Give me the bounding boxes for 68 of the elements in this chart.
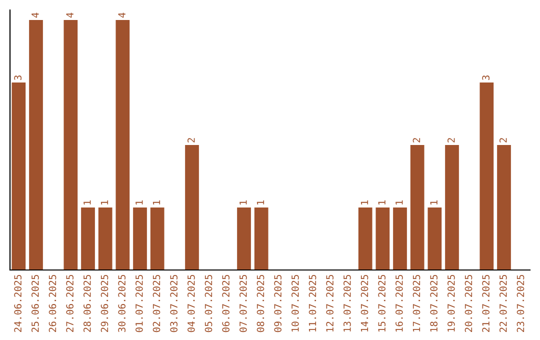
data-label: 1 <box>100 200 108 204</box>
x-tick-label: 18.07.2025 <box>430 274 438 332</box>
bar <box>428 208 442 270</box>
x-tick-label: 26.06.2025 <box>48 274 56 332</box>
x-tick-label: 12.07.2025 <box>326 274 334 332</box>
bar <box>393 208 407 270</box>
bar <box>133 208 147 270</box>
bar <box>185 145 199 270</box>
bar <box>410 145 424 270</box>
x-tick-label: 11.07.2025 <box>308 274 316 332</box>
bar <box>64 20 78 270</box>
bar <box>445 145 459 270</box>
x-tick-label: 04.07.2025 <box>187 274 195 332</box>
x-tick-label: 29.06.2025 <box>100 274 108 332</box>
data-label: 4 <box>66 12 74 18</box>
data-label: 1 <box>360 200 368 204</box>
x-tick-label: 05.07.2025 <box>204 274 212 332</box>
data-label: 1 <box>430 200 438 204</box>
x-tick-label: 02.07.2025 <box>152 274 160 332</box>
x-tick-label: 14.07.2025 <box>360 274 368 332</box>
data-label: 1 <box>378 200 386 204</box>
bar <box>116 20 130 270</box>
data-label: 1 <box>136 200 143 204</box>
x-tick-label: 16.07.2025 <box>395 274 403 332</box>
x-tick-label: 07.07.2025 <box>239 274 247 332</box>
bar <box>497 145 511 270</box>
bar <box>150 208 164 270</box>
bar <box>237 208 251 270</box>
data-label: 2 <box>412 138 420 142</box>
data-label: 3 <box>482 76 490 80</box>
x-tick-label: 03.07.2025 <box>170 274 178 332</box>
data-label: 4 <box>32 12 39 18</box>
data-label: 2 <box>499 138 507 142</box>
bar <box>480 82 494 270</box>
x-tick-label: 15.07.2025 <box>378 274 386 332</box>
bar <box>358 208 372 270</box>
bar <box>254 208 268 270</box>
x-tick-label: 21.07.2025 <box>482 274 490 332</box>
data-label: 1 <box>256 200 264 204</box>
data-label: 1 <box>396 200 403 204</box>
x-tick-label: 10.07.2025 <box>291 274 299 332</box>
bar <box>29 20 43 270</box>
x-tick-label: 01.07.2025 <box>135 274 143 332</box>
x-tick-label: 20.07.2025 <box>464 274 472 332</box>
x-tick-label: 13.07.2025 <box>343 274 351 332</box>
x-tick-label: 25.06.2025 <box>31 274 39 332</box>
x-tick-label: 22.07.2025 <box>499 274 507 332</box>
data-label: 1 <box>84 200 91 204</box>
x-tick-label: 28.06.2025 <box>83 274 91 332</box>
bar <box>12 82 26 270</box>
bar <box>98 208 112 270</box>
x-tick-label: 09.07.2025 <box>274 274 282 332</box>
data-label: 2 <box>447 138 455 142</box>
x-tick-label: 23.07.2025 <box>516 274 524 332</box>
x-tick-label: 17.07.2025 <box>412 274 420 332</box>
x-tick-label: 30.06.2025 <box>118 274 126 332</box>
bar <box>81 208 95 270</box>
x-tick-label: 08.07.2025 <box>256 274 264 332</box>
data-label: 3 <box>14 76 22 80</box>
data-label: 4 <box>118 12 126 18</box>
x-tick-label: 24.06.2025 <box>14 274 22 332</box>
data-label: 1 <box>240 200 247 204</box>
x-tick-label: 06.07.2025 <box>222 274 230 332</box>
data-label: 1 <box>152 200 160 204</box>
x-tick-label: 27.06.2025 <box>66 274 74 332</box>
data-label: 2 <box>187 138 195 142</box>
x-tick-label: 19.07.2025 <box>447 274 455 332</box>
bar <box>376 208 390 270</box>
